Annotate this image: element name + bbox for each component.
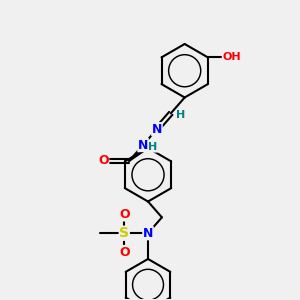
Text: H: H [176,110,185,120]
Text: O: O [119,245,130,259]
Text: OH: OH [222,52,241,62]
Text: S: S [119,226,129,240]
Text: N: N [143,227,153,240]
Text: H: H [148,142,158,152]
Text: N: N [138,139,148,152]
Text: O: O [98,154,109,167]
Text: O: O [119,208,130,221]
Text: N: N [152,123,162,136]
